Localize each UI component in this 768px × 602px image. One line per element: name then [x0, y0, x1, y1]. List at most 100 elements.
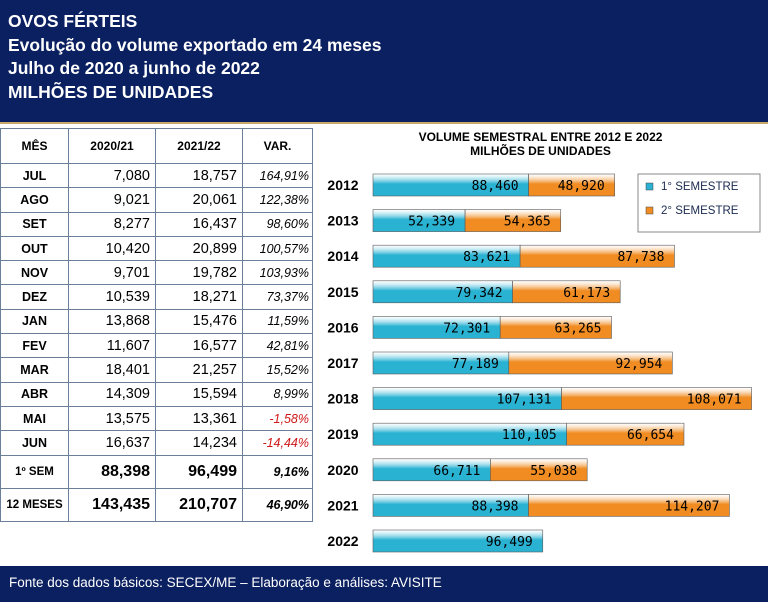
bar-value-label: 63,265 — [555, 321, 602, 336]
year-tick-label: 2018 — [327, 391, 358, 407]
legend-label: 2° SEMESTRE — [661, 205, 739, 217]
table-header-row: MÊS 2020/21 2021/22 VAR. — [0, 128, 313, 164]
value-2021-22-cell: 20,061 — [155, 187, 243, 213]
variation-cell: 11,59% — [242, 308, 313, 335]
month-cell: JUL — [0, 162, 69, 189]
value-2021-22-cell: 13,361 — [155, 405, 243, 432]
col-header-2020-21: 2020/21 — [68, 128, 156, 164]
value-2020-21-cell: 14,309 — [68, 381, 156, 407]
year-tick-label: 2012 — [327, 177, 358, 193]
monthly-table: MÊS 2020/21 2021/22 VAR. JUL 7,080 18,757 1… — [0, 128, 313, 522]
variation-cell: 164,91% — [242, 162, 313, 189]
year-tick-label: 2020 — [327, 462, 358, 478]
year-tick-label: 2013 — [327, 213, 358, 229]
value-2021-22-cell: 16,577 — [155, 333, 243, 359]
bar-value-label: 79,342 — [456, 286, 503, 301]
variation-cell: 15,52% — [242, 357, 313, 383]
table-row: MAI 13,575 13,361 -1,58% — [0, 405, 313, 432]
bar-value-label: 96,499 — [486, 535, 533, 550]
bar-value-label: 114,207 — [665, 499, 720, 514]
value-2020-21-cell: 9,701 — [68, 260, 156, 286]
table-row: NOV 9,701 19,782 103,93% — [0, 260, 313, 286]
month-cell: AGO — [0, 187, 69, 213]
variation-cell: -1,58% — [242, 405, 313, 432]
col-header-month: MÊS — [0, 128, 69, 164]
year-tick-label: 2022 — [327, 533, 358, 549]
bar-value-label: 61,173 — [563, 286, 610, 301]
month-cell: OUT — [0, 235, 69, 262]
table-row: MAR 18,401 21,257 15,52% — [0, 357, 313, 383]
total-row: 12 MESES 143,435 210,707 46,90% — [0, 487, 313, 522]
table-row: JUN 16,637 14,234 -14,44% — [0, 430, 313, 456]
bar-value-label: 107,131 — [497, 393, 552, 408]
page-title: OVOS FÉRTEIS — [8, 11, 138, 31]
month-cell: ABR — [0, 381, 69, 407]
variation-cell: -14,44% — [242, 430, 313, 456]
value-2021-22-cell: 16,437 — [155, 211, 243, 237]
bar-value-label: 52,339 — [408, 215, 455, 230]
bar-value-label: 66,711 — [433, 464, 480, 479]
col-header-var: VAR. — [242, 128, 313, 164]
value-2020-21-cell: 8,277 — [68, 211, 156, 237]
col-header-2021-22: 2021/22 — [155, 128, 243, 164]
footer: Fonte dos dados básicos: SECEX/ME – Elab… — [0, 566, 768, 602]
page-subtitle: Evolução do volume exportado em 24 meses — [8, 34, 382, 55]
bar-value-label: 87,738 — [617, 250, 664, 265]
bar-second-semester — [508, 351, 673, 375]
table-row: JUL 7,080 18,757 164,91% — [0, 162, 313, 189]
total-2020-21-cell: 88,398 — [68, 454, 156, 489]
chart-subtitle: MILHÕES DE UNIDADES — [470, 144, 611, 158]
value-2020-21-cell: 10,539 — [68, 284, 156, 310]
table-row: OUT 10,420 20,899 100,57% — [0, 235, 313, 262]
variation-cell: 73,37% — [242, 284, 313, 310]
table-row: FEV 11,607 16,577 42,81% — [0, 333, 313, 359]
month-cell: JUN — [0, 430, 69, 456]
legend-label: 1° SEMESTRE — [661, 181, 739, 193]
bar-second-semester — [512, 280, 621, 304]
source-note: Fonte dos dados básicos: SECEX/ME – Elab… — [9, 575, 442, 590]
bar-value-label: 88,460 — [472, 179, 519, 194]
bar-second-semester — [499, 316, 612, 339]
variation-cell: 8,99% — [242, 381, 313, 407]
period-label: Julho de 2020 a junho de 2022 — [8, 58, 260, 78]
legend-swatch — [645, 206, 654, 215]
year-tick-label: 2017 — [327, 355, 358, 371]
total-2021-22-cell: 96,499 — [155, 454, 243, 489]
value-2021-22-cell: 15,476 — [155, 308, 243, 335]
total-variation-cell: 46,90% — [242, 487, 313, 522]
value-2020-21-cell: 18,401 — [68, 357, 156, 383]
bar-value-label: 77,189 — [452, 357, 499, 372]
total-label-cell: 12 MESES — [0, 487, 69, 522]
value-2021-22-cell: 14,234 — [155, 430, 243, 456]
semester-volume-chart: 2012 88,460 48,920 2013 52,339 54,365 2014 83,6… — [327, 173, 761, 553]
legend-swatch — [645, 182, 654, 191]
variation-cell: 100,57% — [242, 235, 313, 262]
value-2021-22-cell: 18,271 — [155, 284, 243, 310]
chart-title: VOLUME SEMESTRAL ENTRE 2012 E 2022 — [418, 130, 663, 144]
value-2021-22-cell: 18,757 — [155, 162, 243, 189]
month-cell: DEZ — [0, 284, 69, 310]
bar-value-label: 72,301 — [443, 321, 490, 336]
total-row: 1º SEM 88,398 96,499 9,16% — [0, 454, 313, 489]
year-tick-label: 2016 — [327, 319, 358, 335]
total-variation-cell: 9,16% — [242, 454, 313, 489]
bar-first-semester — [372, 529, 544, 553]
variation-cell: 42,81% — [242, 333, 313, 359]
year-tick-label: 2015 — [327, 284, 358, 300]
bar-value-label: 108,071 — [687, 393, 742, 408]
bar-second-semester — [519, 244, 675, 268]
month-cell: NOV — [0, 260, 69, 286]
value-2021-22-cell: 20,899 — [155, 235, 243, 262]
bar-second-semester — [561, 387, 752, 410]
month-cell: MAR — [0, 357, 69, 383]
bar-value-label: 83,621 — [463, 250, 510, 265]
month-cell: JAN — [0, 308, 69, 335]
bar-value-label: 88,398 — [472, 499, 519, 514]
table-row: JAN 13,868 15,476 11,59% — [0, 308, 313, 335]
variation-cell: 122,38% — [242, 187, 313, 213]
value-2020-21-cell: 10,420 — [68, 235, 156, 262]
variation-cell: 103,93% — [242, 260, 313, 286]
table-row: ABR 14,309 15,594 8,99% — [0, 381, 313, 407]
header-panel: OVOS FÉRTEIS Evolução do volume exportad… — [0, 0, 768, 124]
unit-label: MILHÕES DE UNIDADES — [8, 81, 214, 102]
